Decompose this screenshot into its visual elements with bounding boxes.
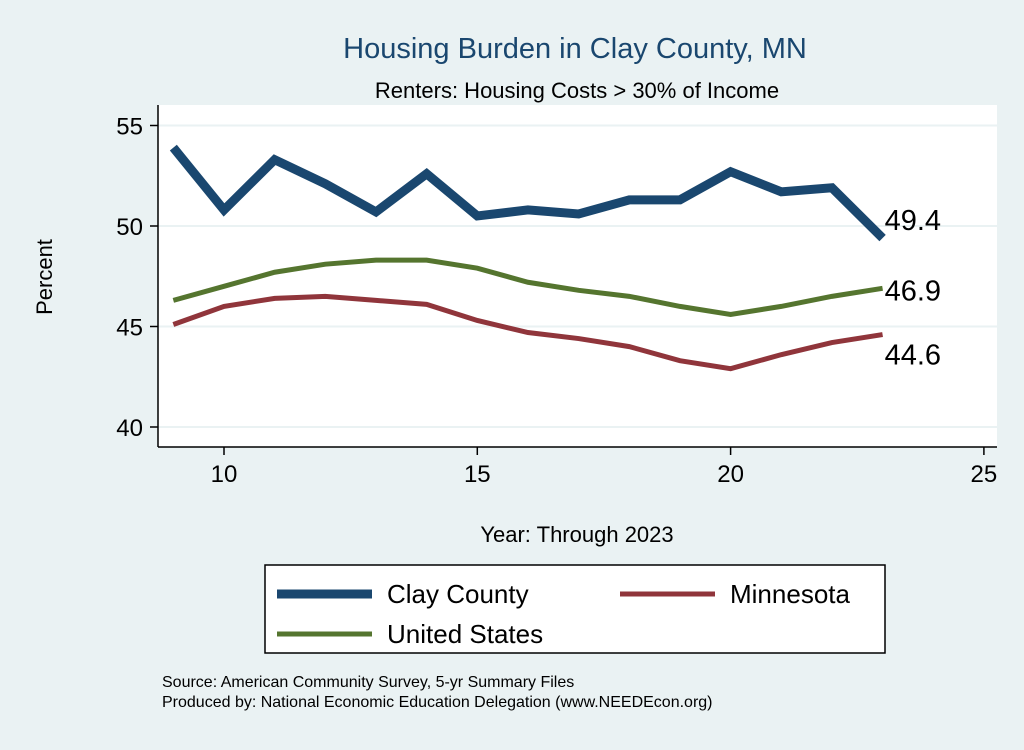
end-label: 44.6 [885, 340, 941, 372]
x-tick-label: 10 [211, 461, 238, 488]
y-tick-label: 40 [116, 415, 143, 442]
x-tick-label: 15 [464, 461, 491, 488]
y-tick-label: 50 [116, 214, 143, 241]
chart-title: Housing Burden in Clay County, MN [343, 33, 807, 65]
y-tick-label: 45 [116, 315, 143, 342]
plot-area [158, 105, 997, 447]
legend-box [264, 564, 886, 654]
x-tick-label: 20 [717, 461, 744, 488]
x-axis-label: Year: Through 2023 [480, 522, 673, 547]
y-axis-label: Percent [32, 239, 57, 315]
series-line-minnesota [172, 293, 883, 372]
legend-label: Clay County [387, 579, 529, 609]
series-line-clay-county [169, 144, 886, 242]
legend-label: United States [387, 619, 543, 649]
chart-subtitle: Renters: Housing Costs > 30% of Income [375, 78, 779, 103]
source-note: Source: American Community Survey, 5-yr … [162, 674, 574, 691]
end-label: 49.4 [885, 205, 941, 237]
legend: Clay County Minnesota United States [264, 564, 886, 654]
y-tick-label: 55 [116, 114, 143, 141]
x-tick-label: 25 [971, 461, 998, 488]
producer-note: Produced by: National Economic Education… [162, 694, 713, 711]
legend-label: Minnesota [730, 579, 850, 609]
end-label: 46.9 [885, 275, 941, 307]
series-line-united-states [172, 257, 883, 317]
